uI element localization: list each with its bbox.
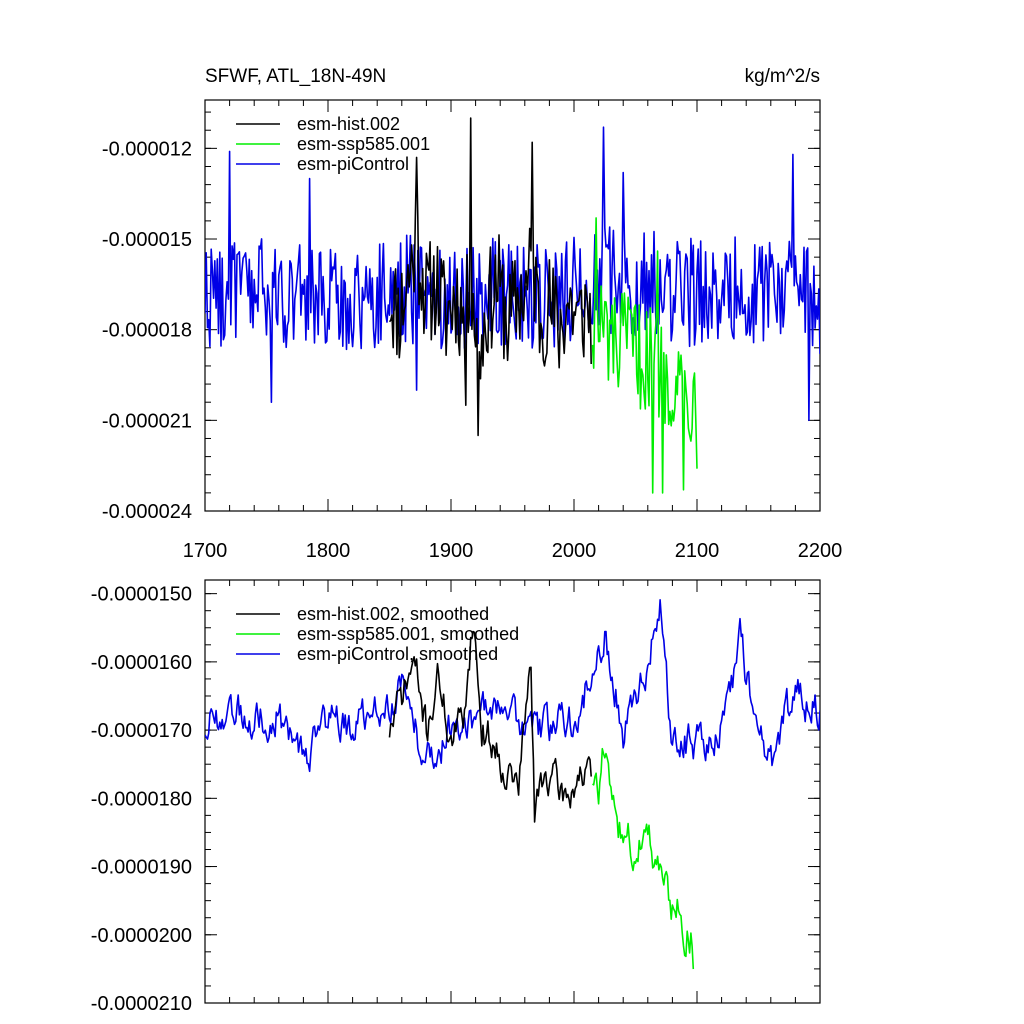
y-tick-label: -0.0000190: [91, 857, 192, 879]
series-line: [591, 217, 698, 494]
y-tick-label: -0.0000160: [91, 652, 192, 674]
series-line: [205, 598, 820, 773]
x-tick-label: 2000: [552, 540, 597, 562]
chart-title: SFWF, ATL_18N-49N: [205, 66, 386, 87]
y-tick-label: -0.0000150: [91, 584, 192, 606]
series-line: [388, 117, 592, 437]
y-tick-label: -0.0000170: [91, 720, 192, 742]
y-tick-label: -0.0000210: [91, 993, 192, 1015]
y-tick-label: -0.000018: [102, 320, 192, 342]
legend-label: esm-ssp585.001, smoothed: [297, 624, 519, 644]
y-tick-label: -0.0000200: [91, 925, 192, 947]
x-tick-label: 2100: [675, 540, 720, 562]
top-panel: 1700 1800 1900 2000 2100 2200 -0.000012 -0.0000…: [102, 99, 843, 562]
series-line: [205, 126, 820, 422]
plot-frame: [204, 579, 821, 1004]
y-tick-label: -0.000015: [102, 229, 192, 251]
legend-label: esm-piControl: [297, 154, 409, 174]
legend-label: esm-ssp585.001: [297, 134, 430, 154]
x-tick-label: 1800: [306, 540, 351, 562]
x-tick-label: 2200: [798, 540, 843, 562]
y-tick-label: -0.0000180: [91, 788, 192, 810]
x-tick-label: 1700: [183, 540, 228, 562]
legend-label: esm-piControl, smoothed: [297, 644, 498, 664]
x-tick-label: 1900: [429, 540, 474, 562]
bottom-panel: -0.0000150 -0.0000160 -0.0000170 -0.0000180…: [91, 579, 821, 1015]
legend-label: esm-hist.002, smoothed: [297, 604, 489, 624]
y-tick-label: -0.000024: [102, 501, 192, 523]
series-line: [592, 747, 695, 970]
chart-units: kg/m^2/s: [745, 66, 820, 87]
series-line: [388, 630, 592, 823]
y-tick-label: -0.000021: [102, 410, 192, 432]
legend-label: esm-hist.002: [297, 114, 400, 134]
y-tick-label: -0.000012: [102, 138, 192, 160]
